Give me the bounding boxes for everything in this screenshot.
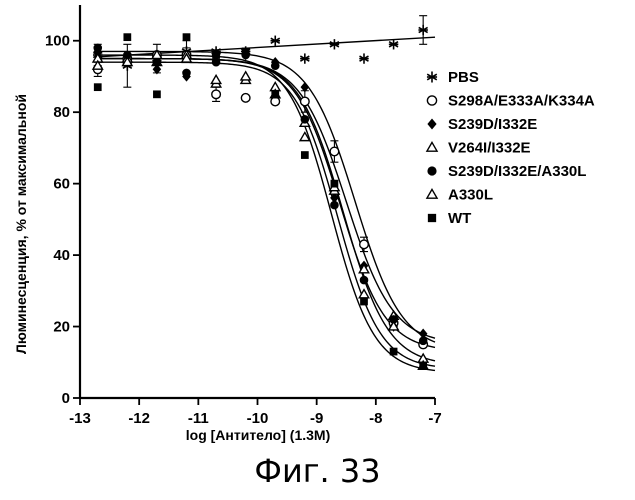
x-axis-title: log [Антитело] (1.3M) [186, 427, 330, 443]
y-axis-title: Люминесценция, % от максимальной [13, 94, 29, 354]
data-point [93, 43, 103, 53]
legend-marker [427, 166, 437, 176]
data-point [123, 33, 132, 42]
data-point [93, 83, 102, 92]
series-s239d-i332e [93, 46, 428, 339]
data-point [211, 57, 221, 67]
legend: PBS S298A/E333A/K334A S239D/I332E V264I/I33… [425, 69, 595, 227]
x-tick-label: -13 [69, 410, 91, 427]
data-point [121, 56, 134, 67]
data-point [152, 64, 162, 75]
fit-curve-a330l [97, 61, 436, 367]
legend-label: PBS [448, 69, 479, 86]
legend-marker [426, 71, 438, 83]
legend-label: S239D/I332E [448, 116, 537, 133]
data-point [389, 347, 398, 356]
legend-marker [426, 95, 438, 106]
data-point [418, 24, 429, 36]
x-tick-label: -7 [428, 410, 441, 427]
y-tick-label: 0 [62, 390, 70, 407]
legend-label: V264I/I332E [448, 140, 531, 157]
data-point [329, 146, 340, 157]
legend-label: S298A/E333A/K334A [448, 93, 595, 110]
data-point [300, 151, 309, 159]
data-point [387, 320, 400, 331]
data-point [299, 53, 310, 64]
legend-marker [425, 188, 439, 199]
data-point [180, 52, 193, 63]
data-point [300, 82, 310, 93]
x-tick-label: -9 [310, 410, 323, 427]
data-point [359, 239, 370, 250]
x-tick-label: -8 [369, 410, 382, 427]
fit-curve-pbs [97, 36, 436, 58]
data-point [418, 328, 428, 339]
series-s239d-i332e-a330l [93, 43, 428, 346]
legend-marker [427, 118, 437, 130]
series-wt [93, 33, 428, 370]
y-tick-label: 100 [45, 33, 70, 50]
legend-label: A330L [448, 187, 493, 204]
legend-marker [427, 213, 437, 223]
data-point [241, 47, 250, 56]
data-point [239, 70, 252, 81]
data-point [300, 115, 310, 124]
data-point [153, 90, 161, 99]
data-point [330, 200, 339, 210]
data-point [270, 35, 281, 46]
x-tick-label: -10 [247, 410, 269, 427]
axis-ticks: -13 -12 -11 -10 -9 -8 -7 0 20 40 60 80 100 [45, 33, 442, 427]
data-point [329, 39, 340, 50]
data-point [298, 131, 311, 142]
series-v264i-i332e [91, 48, 430, 363]
data-point [330, 192, 339, 204]
data-point [91, 59, 104, 70]
data-point [358, 263, 370, 274]
fit-curves [97, 36, 436, 372]
legend-label: WT [448, 210, 471, 227]
data-point [330, 179, 339, 188]
y-tick-label: 40 [53, 247, 70, 264]
data-point [182, 33, 191, 42]
data-point [212, 51, 220, 59]
legend-marker [425, 141, 439, 152]
y-tick-label: 60 [53, 176, 70, 193]
data-point [150, 48, 163, 60]
series-a330l [91, 48, 430, 370]
data-point [419, 361, 428, 370]
fit-curve-s239d-i332e [97, 57, 436, 339]
data-point [210, 73, 223, 85]
data-point [152, 57, 162, 67]
axes [78, 5, 435, 400]
data-point [388, 39, 399, 50]
data-point [240, 92, 251, 103]
data-point [299, 96, 310, 107]
data-point [182, 68, 191, 78]
x-tick-label: -11 [188, 410, 209, 427]
data-point [418, 336, 428, 346]
y-tick-label: 80 [53, 104, 70, 121]
legend-label: S239D/I332E/A330L [448, 163, 586, 180]
data-point [123, 50, 132, 60]
x-tick-label: -12 [128, 410, 150, 427]
data-point [389, 315, 398, 324]
figure-caption: Фиг. 33 [254, 452, 381, 490]
data-point [359, 53, 369, 64]
y-tick-label: 20 [53, 319, 70, 336]
data-point [271, 90, 280, 99]
data-points [91, 15, 430, 370]
data-point [211, 89, 222, 100]
data-point [270, 61, 280, 71]
data-point [359, 275, 369, 285]
dose-response-chart: -13 -12 -11 -10 -9 -8 -7 0 20 40 60 80 100 log [Анти… [13, 5, 595, 443]
fit-curve-s239d-i332e-a330l [97, 57, 436, 349]
data-point [360, 297, 368, 306]
